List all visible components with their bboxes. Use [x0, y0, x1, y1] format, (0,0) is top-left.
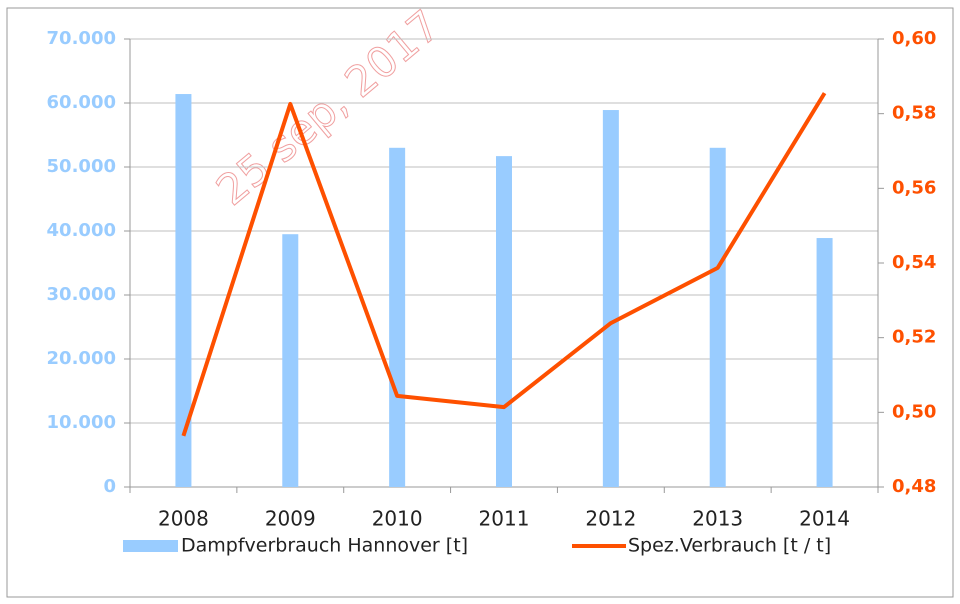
y-tick-label: 0 [103, 476, 116, 497]
bar [282, 234, 299, 487]
bar [709, 147, 726, 488]
y-tick-label: 10.000 [47, 412, 116, 433]
x-tick-label: 2009 [265, 507, 316, 531]
bar [389, 147, 406, 488]
y2-tick-label: 0,60 [892, 28, 936, 49]
x-tick-label: 2013 [692, 507, 743, 531]
y2-tick-label: 0,54 [892, 252, 936, 273]
legend-label: Dampfverbrauch Hannover [t] [181, 535, 468, 557]
bar [816, 238, 833, 487]
bar [602, 110, 619, 487]
y-tick-label: 50.000 [47, 156, 116, 177]
bar [175, 94, 192, 487]
y-tick-label: 30.000 [47, 284, 116, 305]
y2-tick-label: 0,52 [892, 327, 936, 348]
y-tick-label: 60.000 [47, 92, 116, 113]
y2-tick-label: 0,48 [892, 476, 936, 497]
x-tick-label: 2011 [479, 507, 530, 531]
y2-tick-label: 0,58 [892, 103, 936, 124]
legend-label: Spez.Verbrauch [t / t] [628, 535, 831, 557]
y-tick-label: 40.000 [47, 220, 116, 241]
watermark: 25 sep, 2017 [207, 1, 449, 215]
y2-tick-label: 0,50 [892, 401, 936, 422]
x-tick-label: 2012 [585, 507, 636, 531]
x-tick-label: 2010 [372, 507, 423, 531]
y-tick-label: 70.000 [47, 28, 116, 49]
bar [496, 156, 512, 487]
legend-swatch [123, 540, 178, 552]
x-tick-label: 2008 [158, 507, 209, 531]
x-tick-label: 2014 [799, 507, 850, 531]
y-tick-label: 20.000 [47, 348, 116, 369]
y2-tick-label: 0,56 [892, 177, 936, 198]
chart-frame [6, 7, 954, 598]
line [181, 92, 827, 437]
